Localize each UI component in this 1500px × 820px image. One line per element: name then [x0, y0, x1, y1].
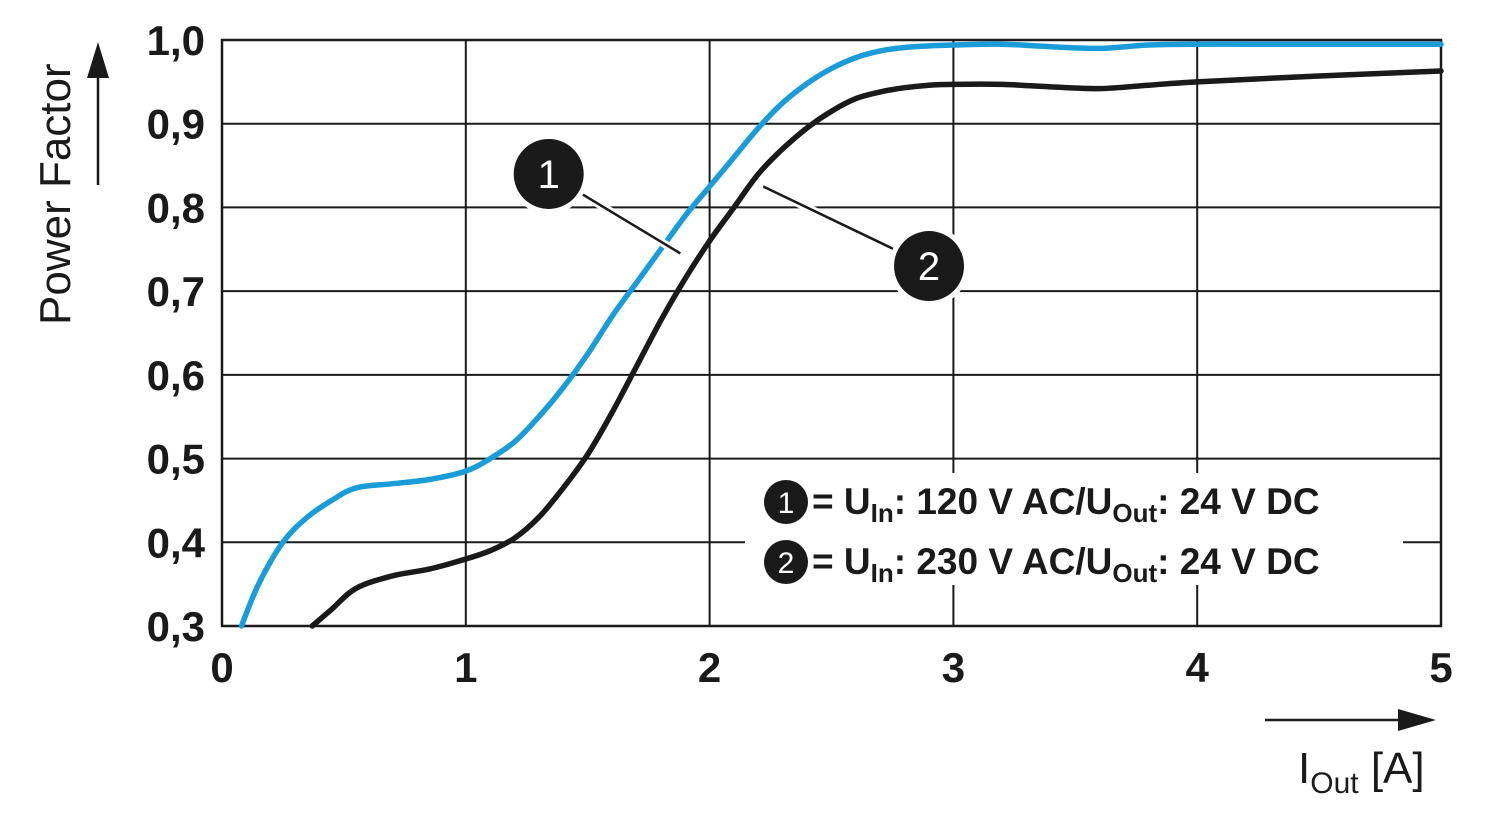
y-tick-label-0: 0,3	[147, 603, 205, 650]
x-axis-arrow	[1265, 709, 1436, 731]
annotation-leader-1	[578, 191, 681, 255]
x-tick-label-5: 5	[1429, 644, 1452, 691]
x-axis-label-unit: [A]	[1359, 744, 1425, 793]
legend-2-prefix: = U	[812, 541, 871, 582]
tick-labels: 0 1 2 3 4 50,30,40,50,60,70,80,91,0	[147, 17, 1453, 691]
legend-2-suffix: : 24 V DC	[1157, 541, 1319, 582]
legend-1-mid: : 120 V AC/U	[894, 481, 1113, 522]
annotations: 12	[508, 133, 970, 307]
x-axis-label-main: I	[1298, 744, 1310, 793]
x-tick-label-2: 2	[698, 644, 721, 691]
series-line-2	[309, 68, 1444, 629]
y-tick-label-4: 0,7	[147, 268, 205, 315]
legend-marker-2	[764, 540, 808, 584]
legend-1-sub1: In	[871, 498, 894, 528]
legend-item-1: 1 = UIn: 120 V AC/UOut: 24 V DC	[764, 480, 1320, 528]
y-tick-label-5: 0,8	[147, 184, 205, 231]
legend-1-prefix: = U	[812, 481, 871, 522]
y-tick-label-2: 0,5	[147, 436, 205, 483]
y-tick-label-1: 0,4	[147, 519, 206, 566]
x-axis-label: IOut [A]	[1298, 744, 1425, 800]
legend-marker-1	[764, 480, 808, 524]
legend-text-1: = UIn: 120 V AC/UOut: 24 V DC	[812, 481, 1320, 528]
legend-2-sub1: In	[871, 558, 894, 588]
x-axis-label-sub: Out	[1310, 767, 1359, 800]
annotation-marker-1	[513, 138, 584, 209]
legend: 1 = UIn: 120 V AC/UOut: 24 V DC 2 = UIn:…	[745, 473, 1403, 588]
y-tick-label-3: 0,6	[147, 352, 205, 399]
legend-box	[745, 473, 1403, 585]
series-layer	[238, 41, 1444, 629]
annotation-leader-2	[762, 185, 898, 252]
legend-1-sub2: Out	[1112, 498, 1157, 528]
legend-item-2: 2 = UIn: 230 V AC/UOut: 24 V DC	[764, 540, 1320, 588]
y-axis-arrow	[87, 42, 109, 185]
x-tick-label-3: 3	[942, 644, 965, 691]
grid	[220, 38, 1443, 628]
x-tick-label-4: 4	[1186, 644, 1210, 691]
y-axis-label: Power Factor	[31, 63, 80, 325]
x-tick-label-0: 0	[210, 644, 233, 691]
annotation-marker-label-1: 1	[538, 153, 560, 197]
annotation-marker-2	[894, 231, 965, 302]
legend-2-sub2: Out	[1112, 558, 1157, 588]
legend-2-mid: : 230 V AC/U	[894, 541, 1113, 582]
legend-1-suffix: : 24 V DC	[1157, 481, 1319, 522]
legend-text-2: = UIn: 230 V AC/UOut: 24 V DC	[812, 541, 1320, 588]
plot-frame	[220, 38, 1443, 628]
y-tick-label-7: 1,0	[147, 17, 205, 64]
x-tick-label-1: 1	[454, 644, 477, 691]
y-tick-label-6: 0,9	[147, 101, 205, 148]
annotation-marker-label-2: 2	[918, 245, 940, 289]
legend-marker-2-label: 2	[778, 547, 795, 580]
series-line-1	[238, 41, 1444, 629]
legend-marker-1-label: 1	[778, 487, 795, 520]
